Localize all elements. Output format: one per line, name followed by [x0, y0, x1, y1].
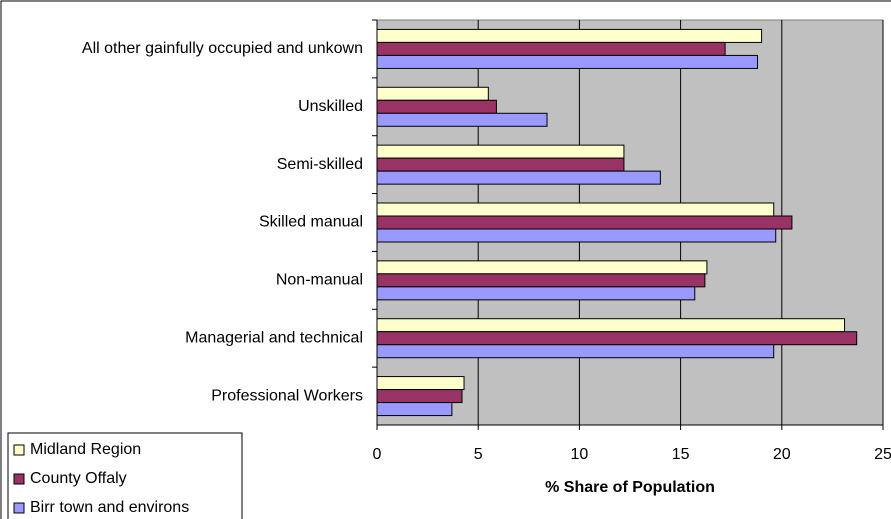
y-tick-label: Non-manual — [276, 272, 363, 289]
bar — [376, 157, 625, 172]
legend-swatch — [13, 502, 25, 514]
bar — [376, 54, 759, 69]
bar — [376, 344, 775, 359]
bar — [376, 402, 453, 417]
y-tick-label: Professional Workers — [211, 387, 363, 404]
bar — [376, 260, 708, 275]
y-tick-label: Unskilled — [298, 98, 363, 115]
y-tick-label: Skilled manual — [259, 214, 363, 231]
x-tick-label: 0 — [373, 446, 382, 463]
x-tick-label: 10 — [571, 446, 589, 463]
x-tick-label: 5 — [474, 446, 483, 463]
y-tick-label: Semi-skilled — [277, 156, 363, 173]
bar — [376, 215, 793, 230]
bar — [376, 41, 726, 56]
bar — [376, 112, 548, 127]
y-tick-label: Managerial and technical — [185, 329, 363, 346]
bar — [376, 86, 489, 101]
legend-label: Birr town and environs — [30, 499, 189, 516]
x-tick-label: 15 — [672, 446, 690, 463]
bar — [376, 376, 465, 391]
bar — [376, 318, 846, 333]
bar — [376, 144, 625, 159]
bar — [376, 99, 497, 114]
bar — [376, 286, 696, 301]
bar — [376, 389, 463, 404]
bar — [376, 202, 775, 217]
x-tick-label: 20 — [773, 446, 791, 463]
x-axis-label: % Share of Population — [545, 479, 715, 496]
legend-swatch — [13, 444, 25, 456]
legend-box — [7, 432, 243, 519]
y-tick-label: All other gainfully occupied and unkown — [82, 40, 363, 57]
legend-label: County Offaly — [30, 470, 127, 487]
legend-label: Midland Region — [30, 441, 141, 458]
bar — [376, 170, 661, 185]
bar — [376, 273, 706, 288]
x-tick-label: 25 — [874, 446, 891, 463]
bar — [376, 331, 858, 346]
legend-swatch — [13, 473, 25, 485]
bar — [376, 228, 777, 243]
bar — [376, 28, 763, 43]
